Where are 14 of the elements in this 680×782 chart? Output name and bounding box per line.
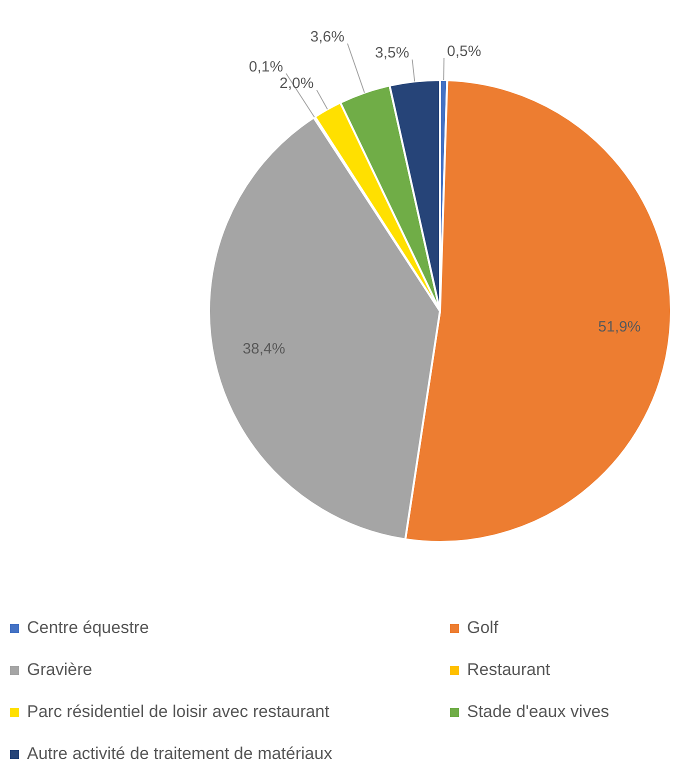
legend-label: Restaurant bbox=[467, 660, 550, 680]
data-label: 3,6% bbox=[310, 28, 344, 46]
data-label: 0,5% bbox=[446, 43, 482, 60]
data-label: 2,0% bbox=[280, 75, 314, 92]
legend-label: Autre activité de traitement de matériaux bbox=[27, 744, 332, 764]
legend-label: Golf bbox=[467, 618, 498, 638]
data-label: 3,5% bbox=[375, 44, 410, 62]
data-label: 38,4% bbox=[242, 340, 286, 358]
legend-label: Stade d'eaux vives bbox=[467, 702, 610, 722]
legend-label: Parc résidentiel de loisir avec restaurant bbox=[27, 702, 330, 722]
data-label: 51,9% bbox=[598, 318, 641, 336]
data-label: 0,1% bbox=[248, 58, 284, 76]
legend-label: Centre équestre bbox=[27, 618, 149, 638]
legend-label: Gravière bbox=[27, 660, 92, 680]
